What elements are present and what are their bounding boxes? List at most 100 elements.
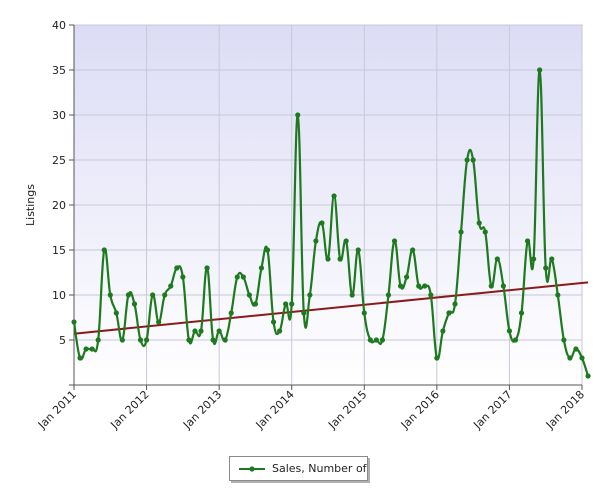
x-tick-label: Jan 2011 — [35, 388, 79, 432]
data-point — [488, 283, 494, 289]
data-point — [512, 337, 519, 343]
x-tick-label: Jan 2016 — [398, 388, 442, 432]
data-point — [367, 337, 373, 343]
data-point — [137, 337, 144, 343]
y-tick-label: 30 — [52, 109, 66, 122]
data-point — [186, 337, 192, 343]
data-point — [379, 337, 386, 343]
data-point — [524, 238, 531, 244]
data-point — [349, 292, 355, 298]
data-point — [313, 238, 319, 244]
data-point — [174, 265, 180, 271]
data-point — [555, 292, 561, 298]
data-point — [180, 274, 186, 280]
trendline-line — [73, 281, 589, 335]
data-point — [131, 301, 138, 307]
data-point — [319, 220, 325, 226]
data-point — [518, 310, 525, 316]
legend-line-icon — [239, 465, 265, 472]
data-points — [71, 67, 591, 379]
data-point — [543, 265, 549, 271]
data-point — [283, 301, 289, 307]
trendline — [73, 281, 589, 335]
y-tick-label: 20 — [52, 199, 66, 212]
data-point — [95, 337, 101, 343]
x-tick-label: Jan 2017 — [470, 388, 514, 432]
data-point — [585, 373, 591, 379]
data-point — [216, 328, 222, 334]
legend-label: Sales, Number of — [272, 462, 367, 475]
data-point — [373, 337, 379, 343]
data-point — [107, 292, 113, 298]
x-tick-label: Jan 2012 — [108, 388, 152, 432]
data-point — [228, 310, 234, 316]
data-point — [270, 319, 277, 325]
y-tick-label: 40 — [52, 19, 66, 32]
legend: Sales, Number of — [229, 456, 368, 481]
data-point — [452, 301, 458, 307]
data-point — [537, 67, 543, 73]
data-point — [391, 238, 398, 244]
y-tick-label: 35 — [52, 64, 66, 77]
data-point — [307, 292, 313, 298]
data-point — [277, 328, 283, 334]
data-point — [549, 256, 555, 262]
data-point — [440, 328, 446, 334]
data-point — [476, 220, 482, 226]
data-point — [198, 328, 204, 334]
data-point — [77, 355, 83, 361]
data-point — [470, 157, 476, 163]
data-point — [567, 355, 573, 361]
data-point — [264, 247, 271, 253]
x-tick-label: Jan 2014 — [253, 388, 297, 432]
data-point — [404, 274, 410, 280]
data-point — [125, 292, 132, 298]
data-point — [83, 346, 89, 352]
x-tick-label: Jan 2018 — [543, 388, 587, 432]
data-point — [295, 112, 301, 118]
data-point — [416, 283, 422, 289]
data-point — [579, 355, 585, 361]
data-point — [89, 346, 95, 352]
data-point — [258, 265, 265, 271]
y-ticks: 5 10 15 20 25 30 35 40 — [52, 19, 74, 347]
data-point — [101, 247, 107, 253]
data-point — [240, 274, 246, 280]
data-point — [156, 319, 162, 325]
data-point — [482, 229, 488, 235]
data-point — [361, 310, 367, 316]
x-tick-label: Jan 2013 — [180, 388, 224, 432]
data-point — [119, 337, 125, 343]
data-point — [204, 265, 210, 271]
y-tick-label: 15 — [52, 244, 66, 257]
data-point — [337, 256, 343, 262]
data-point — [561, 337, 567, 343]
data-point — [500, 283, 506, 289]
data-point — [531, 256, 537, 262]
data-point — [410, 247, 416, 253]
data-point — [325, 256, 331, 262]
data-point — [434, 355, 440, 361]
y-tick-label: 5 — [59, 334, 66, 347]
data-point — [446, 310, 452, 316]
x-ticks: Jan 2011 Jan 2012 Jan 2013 Jan 2014 Jan 2015… — [35, 385, 587, 432]
data-point — [113, 310, 119, 316]
data-point — [458, 229, 464, 235]
data-point — [422, 283, 428, 289]
data-point — [506, 328, 513, 334]
data-point — [252, 301, 259, 307]
data-point — [464, 157, 470, 163]
data-point — [143, 337, 150, 343]
y-axis-title: Listings — [24, 184, 37, 226]
data-point — [385, 292, 392, 298]
data-point — [397, 283, 404, 289]
data-point — [246, 292, 252, 298]
data-point — [150, 292, 156, 298]
data-point — [222, 337, 228, 343]
data-point — [234, 274, 240, 280]
data-point — [162, 292, 168, 298]
data-point — [192, 328, 198, 334]
data-point — [355, 247, 361, 253]
data-point — [168, 283, 174, 289]
